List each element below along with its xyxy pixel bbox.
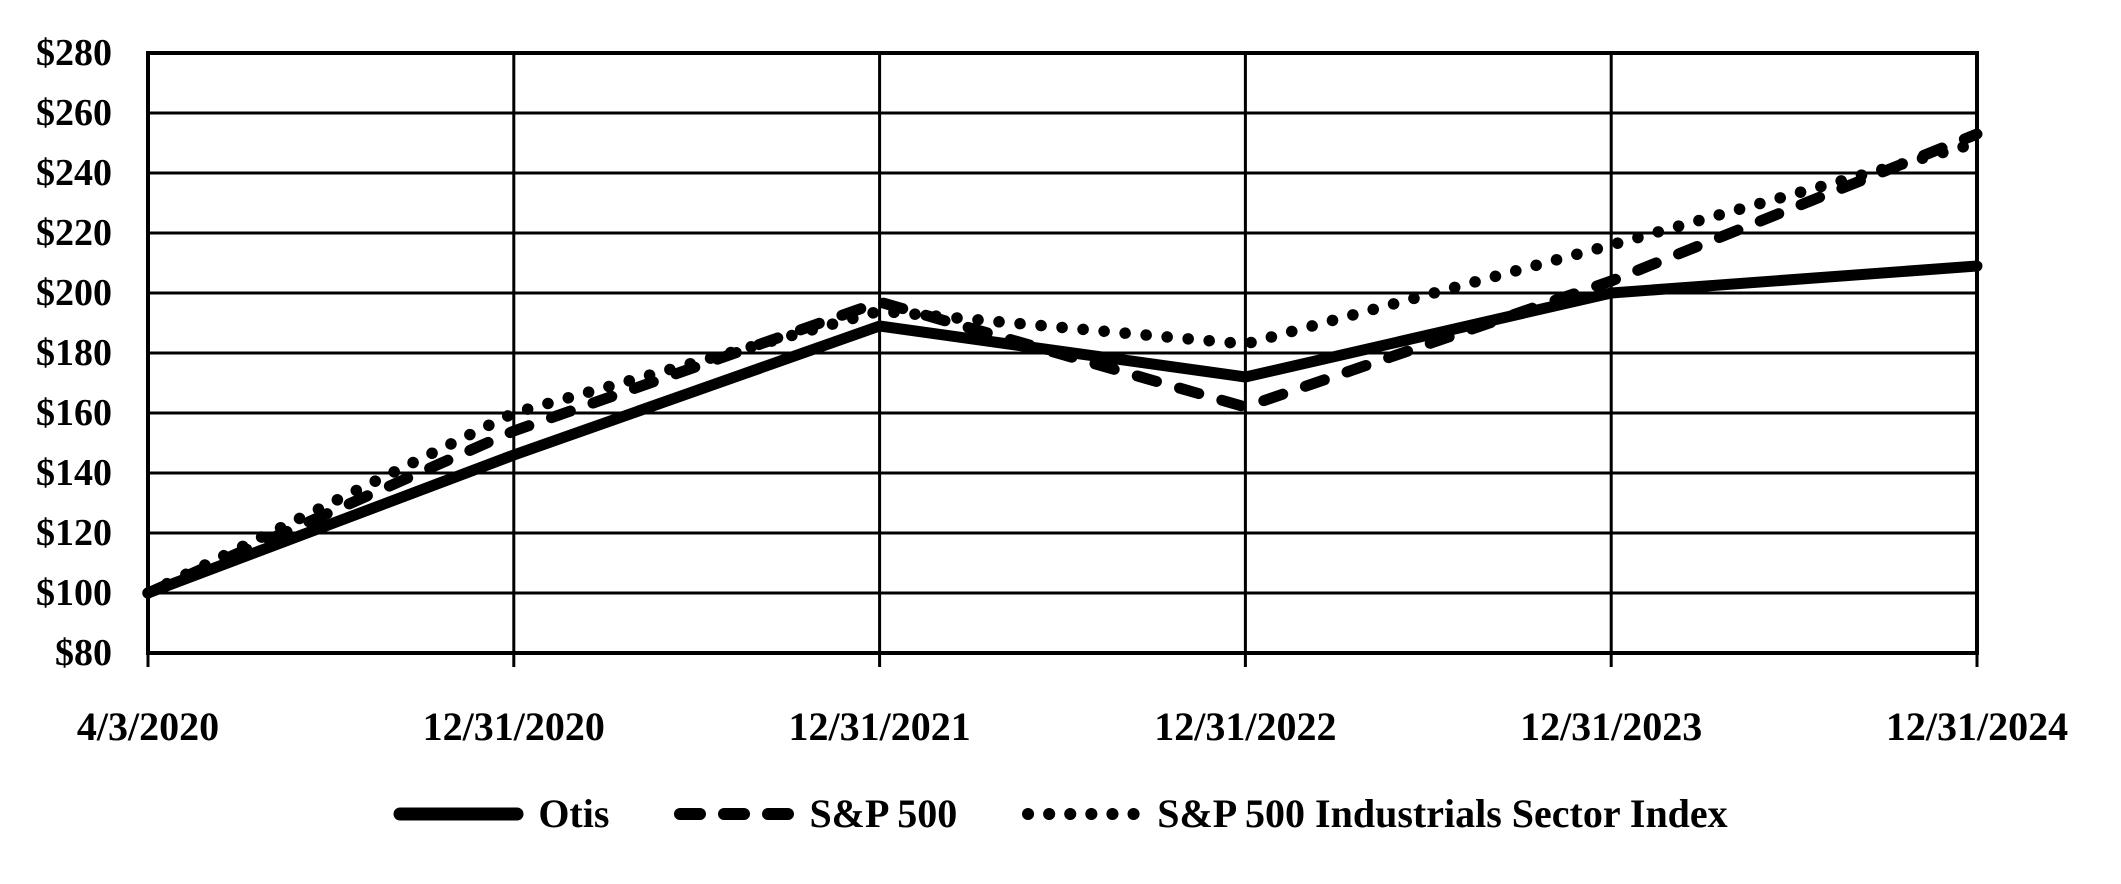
y-tick-label: $100 — [36, 572, 112, 614]
series-line-dashed — [142, 128, 1983, 599]
y-tick-label: $80 — [55, 632, 112, 674]
legend-label: S&P 500 Industrials Sector Index — [1157, 791, 1728, 836]
y-tick-label: $140 — [36, 452, 112, 494]
x-tick-label: 4/3/2020 — [76, 704, 220, 749]
legend-sample-dashed-line — [674, 808, 795, 820]
y-tick-label: $260 — [36, 92, 112, 134]
y-tick-label: $160 — [36, 392, 112, 434]
y-tick-label: $200 — [36, 272, 112, 314]
legend-item-dotted: S&P 500 Industrials Sector Index — [1021, 788, 1728, 840]
legend-sample-solid-line — [393, 807, 524, 821]
legend-label: Otis — [538, 791, 610, 836]
series-line-dotted — [142, 137, 1983, 599]
legend-item-dashed: S&P 500 — [673, 788, 957, 840]
legend-sample-dotted-line — [1022, 808, 1143, 820]
y-tick-label: $220 — [36, 212, 112, 254]
x-tick-label: 12/31/2020 — [422, 704, 605, 749]
x-tick-label: 12/31/2023 — [1520, 704, 1703, 749]
series-line-solid — [142, 260, 1983, 599]
chart-legend: Otis S&P 500 S&P 500 Industrials Sector In… — [0, 788, 2121, 840]
plot-border — [146, 51, 1979, 655]
x-tick-label: 12/31/2024 — [1885, 704, 2069, 749]
y-tick-label: $180 — [36, 332, 112, 374]
x-tick-label: 12/31/2022 — [1154, 704, 1337, 749]
y-tick-label: $120 — [36, 512, 112, 554]
legend-item-solid: Otis — [393, 788, 609, 840]
x-tick-label: 12/31/2021 — [788, 704, 971, 749]
y-tick-label: $240 — [36, 152, 112, 194]
legend-label: S&P 500 — [809, 791, 958, 836]
y-tick-label: $280 — [36, 32, 112, 74]
